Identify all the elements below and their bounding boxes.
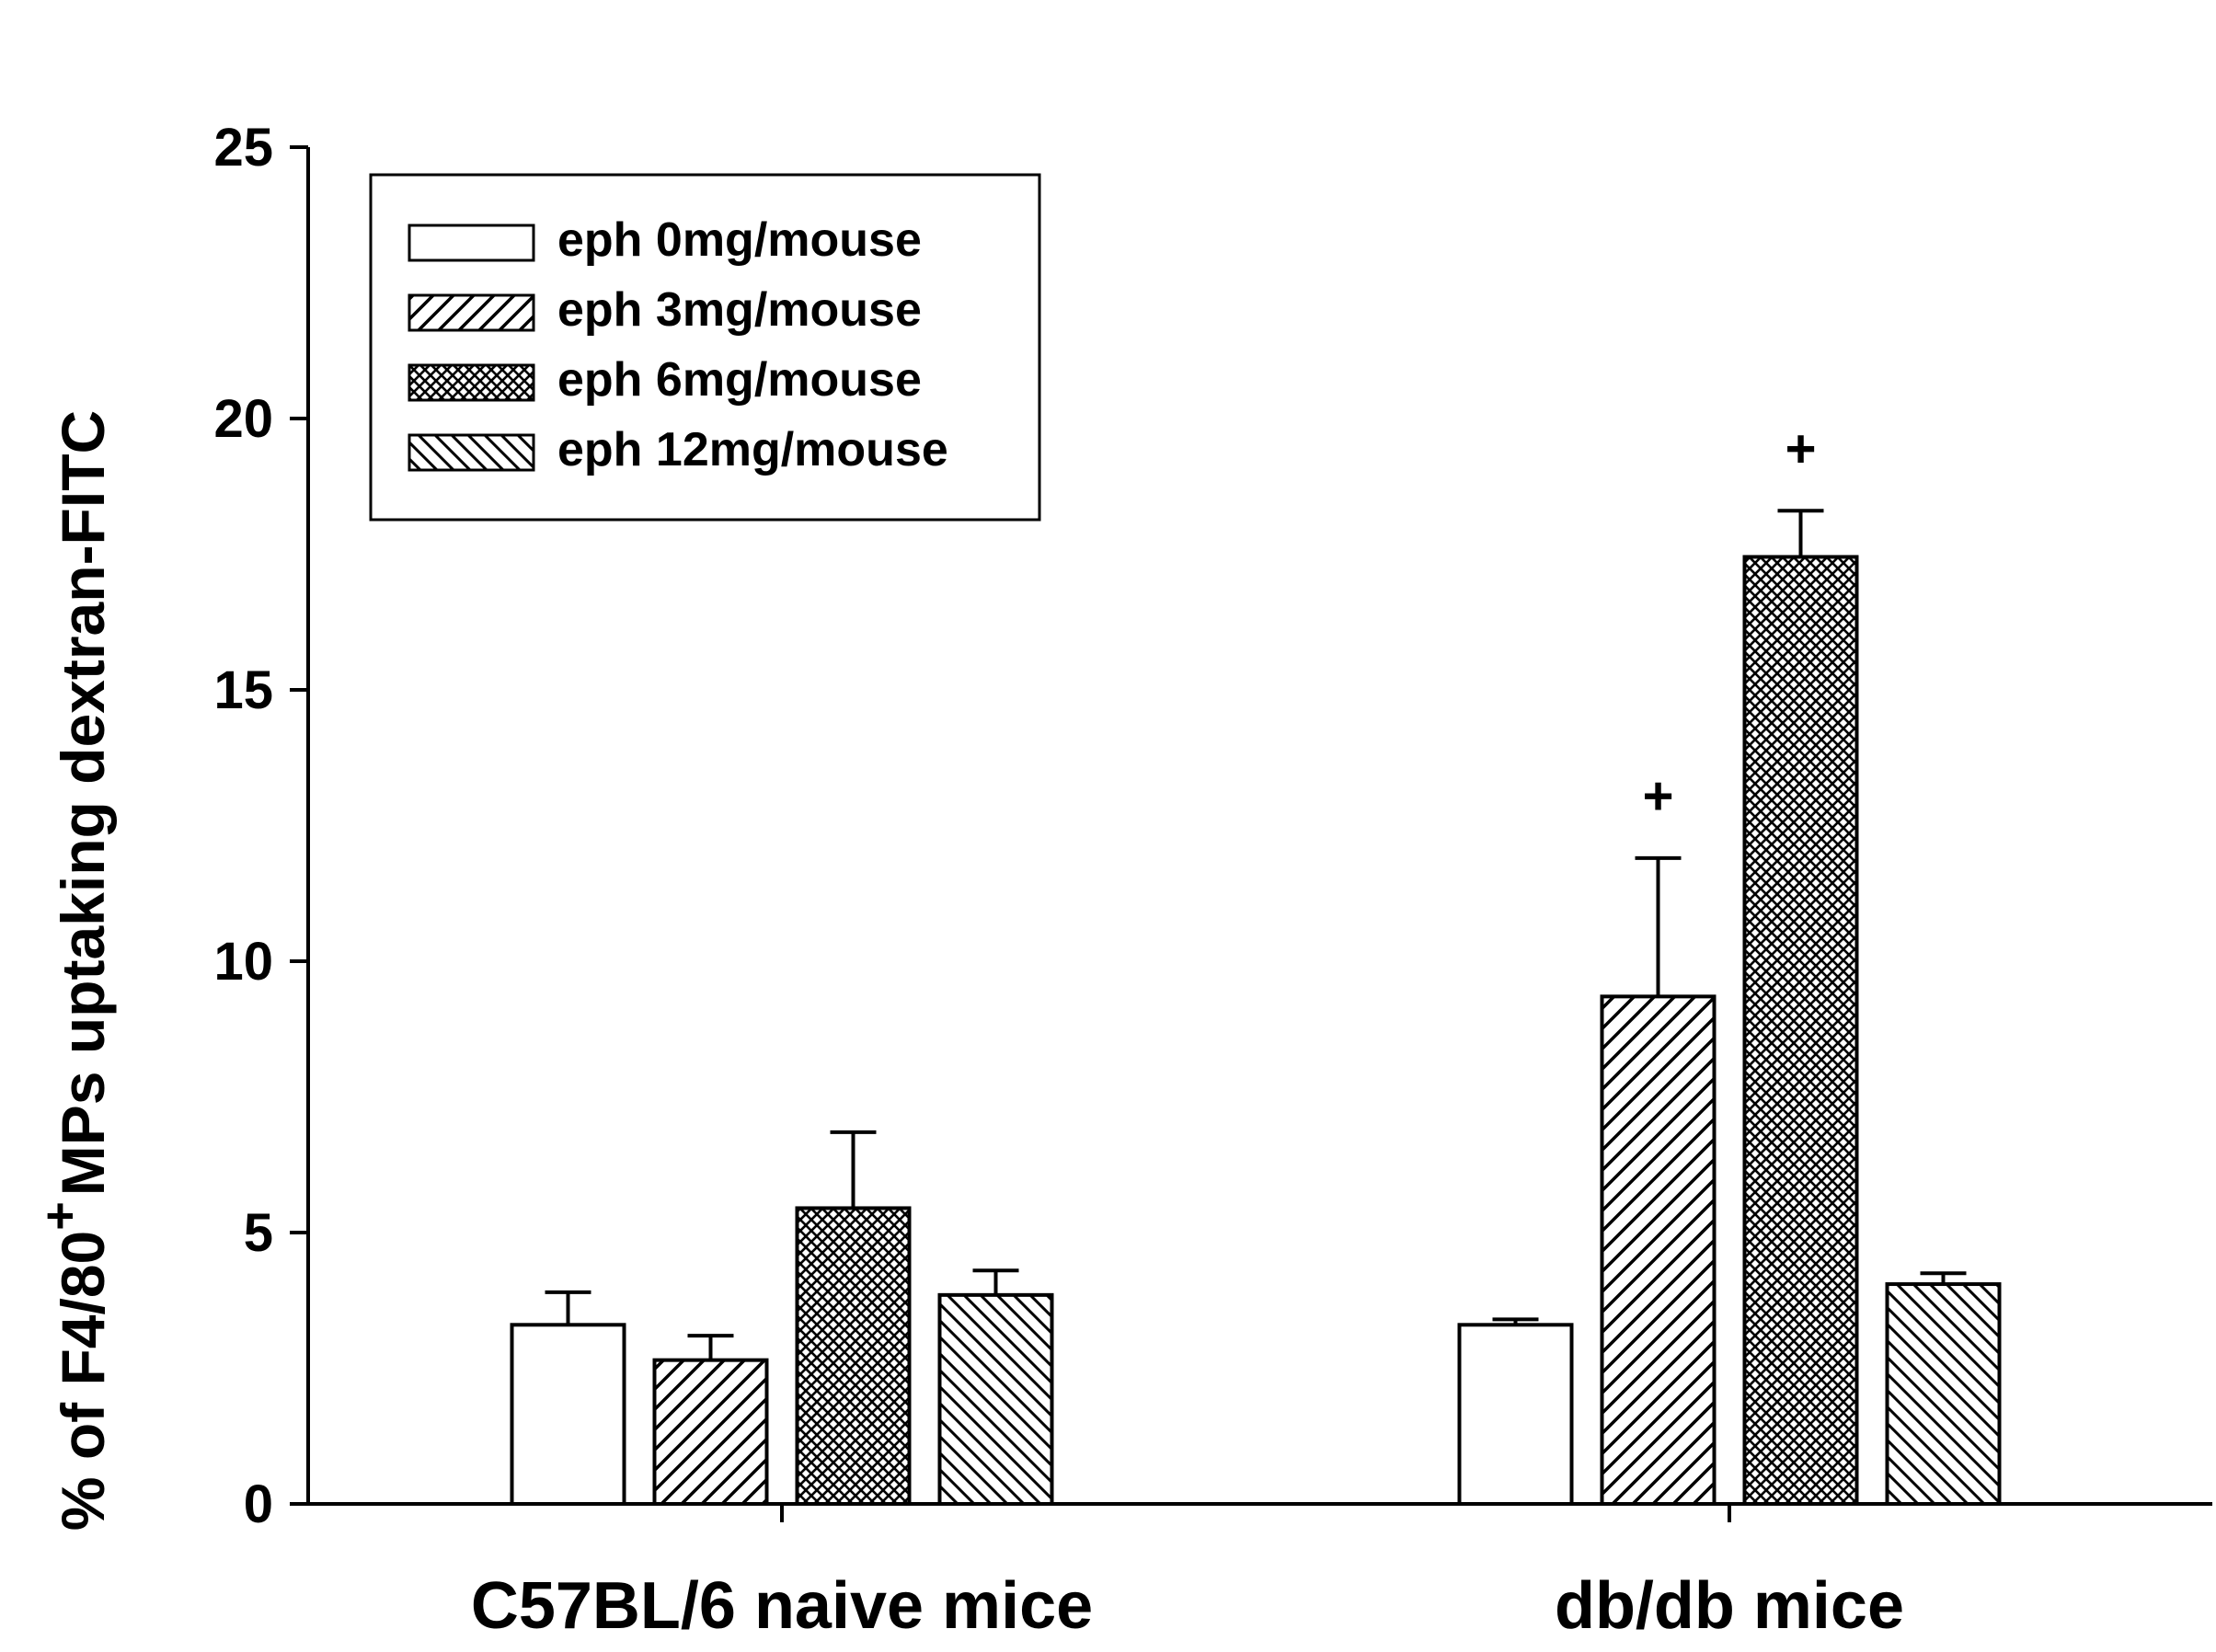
x-ticks: C57BL/6 naive mice db/db mice: [471, 1504, 1904, 1643]
bar: [1457, 1323, 1574, 1507]
bar: [1742, 555, 1859, 1507]
legend-label: eph 6mg/mouse: [557, 353, 922, 407]
bar: [1885, 1282, 2002, 1507]
bar: [795, 1206, 912, 1506]
bar: [652, 1358, 769, 1507]
legend-items: eph 0mg/mouse eph 3mg/mouse eph 6mg/mouse e…: [408, 213, 948, 476]
y-axis-label-sup: +: [32, 1201, 87, 1231]
annotations: ++: [1643, 419, 1817, 826]
y-tick-label: 15: [213, 660, 273, 720]
y-ticks: 0 5 10 15 20 25: [213, 118, 308, 1534]
legend-label: eph 3mg/mouse: [557, 283, 922, 337]
significance-marker: +: [1785, 419, 1817, 478]
y-tick-label: 5: [244, 1203, 273, 1263]
legend-swatch: [408, 293, 535, 332]
bar: [1600, 994, 1717, 1506]
bar: [937, 1292, 1054, 1506]
x-category-label: C57BL/6 naive mice: [471, 1569, 1093, 1643]
significance-marker: +: [1643, 766, 1674, 826]
y-axis-label: % of F4/80+MPs uptaking dextran-FITC: [32, 410, 117, 1531]
y-tick-label: 20: [213, 389, 273, 449]
legend: eph 0mg/mouse eph 3mg/mouse eph 6mg/mouse e…: [369, 173, 1041, 522]
y-tick-label: 25: [213, 118, 273, 178]
legend-swatch: [408, 363, 535, 402]
legend-label: eph 0mg/mouse: [557, 213, 922, 267]
y-tick-label: 0: [244, 1474, 273, 1534]
legend-swatch: [408, 433, 535, 472]
bar: [510, 1323, 626, 1507]
bars: [510, 509, 2002, 1507]
legend-label: eph 12mg/mouse: [557, 423, 948, 476]
y-tick-label: 10: [213, 932, 273, 992]
x-category-label: db/db mice: [1555, 1569, 1904, 1643]
legend-swatch: [408, 224, 535, 262]
